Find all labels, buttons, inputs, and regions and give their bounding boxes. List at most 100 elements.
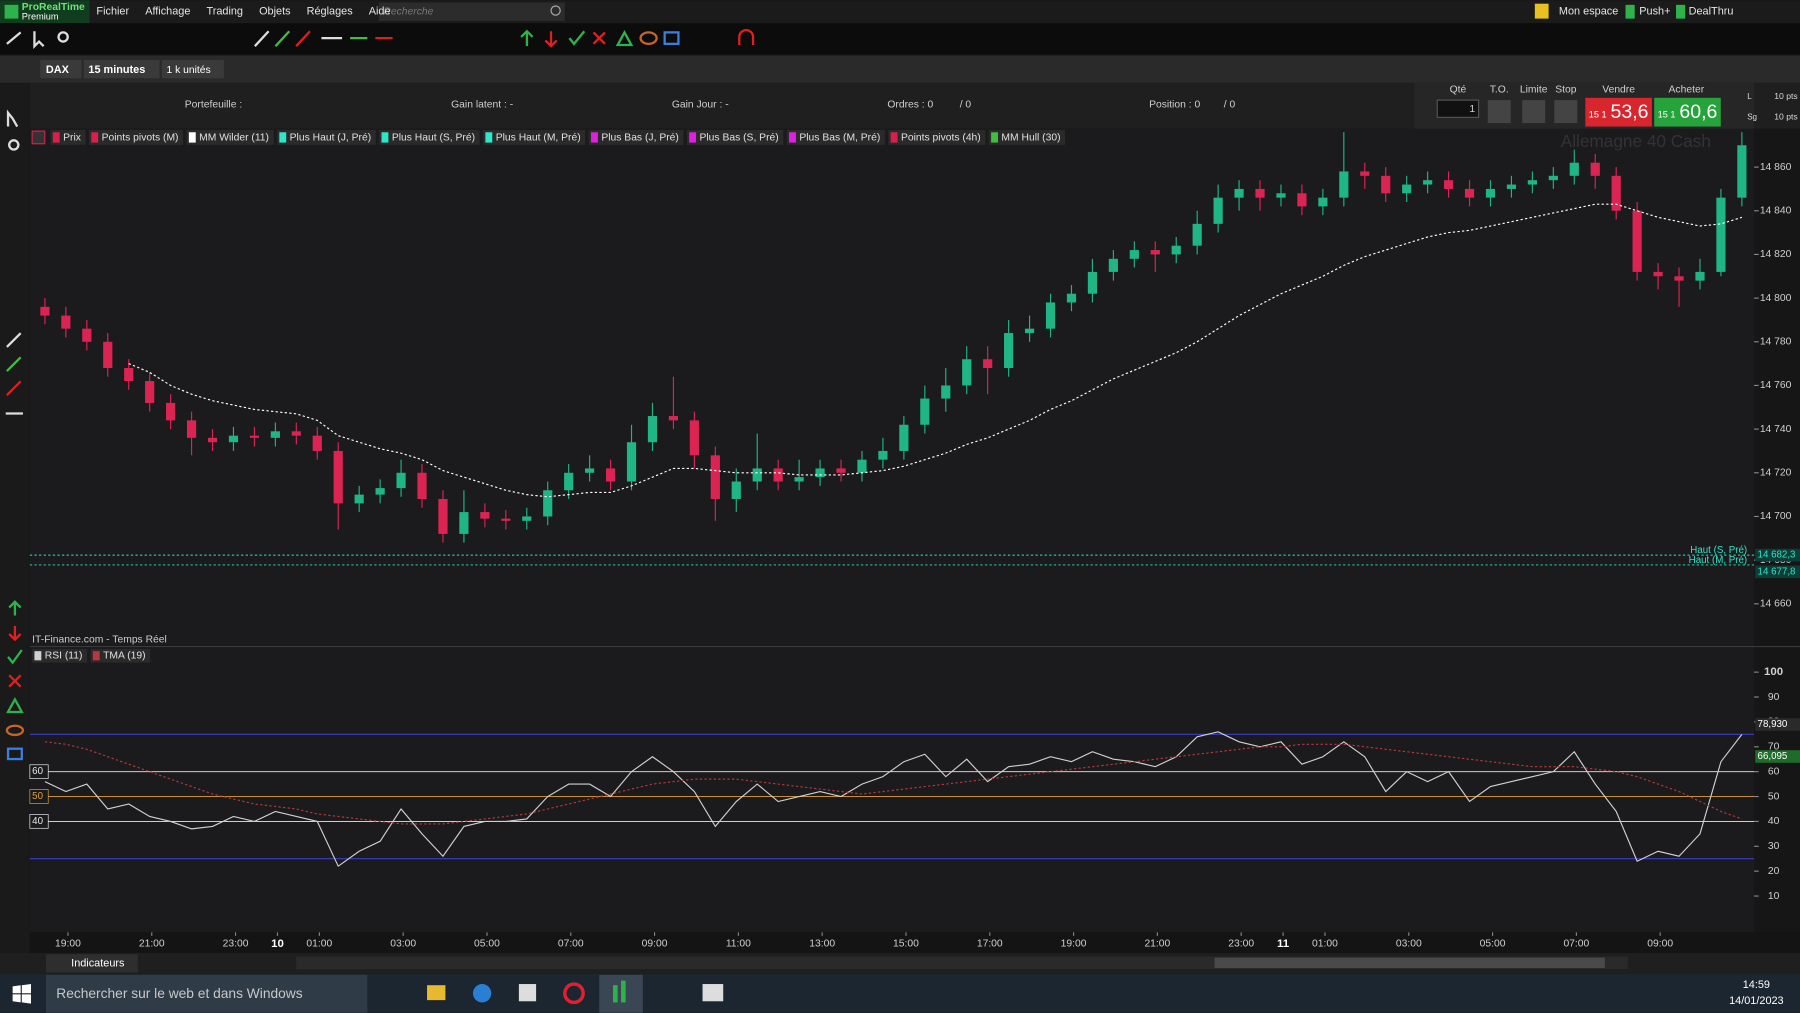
account-menu[interactable]: Mon espace	[1559, 6, 1618, 18]
magnet-icon[interactable]	[738, 28, 755, 46]
legend-swatch	[789, 132, 796, 143]
sell-arrow[interactable]	[544, 31, 558, 48]
indicators-button[interactable]	[45, 954, 138, 973]
menu-item[interactable]: Aide	[369, 6, 391, 18]
tool-line-green[interactable]	[6, 356, 22, 372]
tool-buy[interactable]	[8, 600, 22, 616]
qty-input[interactable]	[1436, 99, 1480, 118]
tool-pointer[interactable]	[6, 109, 19, 128]
legend-item[interactable]	[588, 129, 684, 145]
x-tick-label: 03:00	[1396, 939, 1422, 950]
legend-swatch	[991, 132, 998, 143]
timeframe-select[interactable]	[83, 59, 160, 79]
pointer-icon[interactable]	[33, 31, 45, 49]
photos-icon[interactable]	[702, 984, 724, 1002]
tool-cross[interactable]	[8, 674, 22, 688]
tool-triangle[interactable]	[6, 696, 24, 714]
legend-item[interactable]	[888, 129, 986, 145]
legend-item[interactable]	[32, 648, 88, 663]
legend-item[interactable]	[186, 129, 274, 145]
level-label: 60	[32, 766, 43, 777]
tool-check[interactable]	[7, 649, 23, 665]
tool-ellipse[interactable]	[5, 724, 25, 737]
logo[interactable]	[0, 0, 90, 24]
explorer-icon[interactable]	[427, 985, 446, 1001]
buy-button[interactable]	[1654, 97, 1721, 127]
position-total: / 0	[1224, 99, 1236, 110]
x-tick-label: 23:00	[1228, 939, 1254, 950]
candle-body	[1192, 223, 1202, 246]
moving-average	[128, 203, 1743, 498]
sell-button[interactable]	[1585, 97, 1652, 127]
legend-button[interactable]	[31, 130, 46, 145]
legend-label: Plus Haut (M, Pré)	[496, 133, 581, 144]
rect-icon[interactable]	[663, 31, 680, 46]
time-axis	[29, 932, 1800, 954]
pts-l: 10 pts	[1774, 91, 1797, 101]
legend-item[interactable]	[277, 129, 376, 145]
candle-body	[815, 468, 825, 478]
tool-line-red[interactable]	[6, 380, 22, 396]
triangle-icon[interactable]	[615, 29, 634, 47]
legend-item[interactable]	[90, 648, 151, 663]
cross-icon[interactable]	[592, 31, 606, 45]
toolbar-icons	[6, 28, 755, 49]
candle-body	[207, 437, 218, 443]
units-select[interactable]	[161, 59, 224, 79]
account-menu[interactable]: Push+	[1639, 6, 1670, 18]
last-value-box	[1755, 718, 1800, 731]
tool-zoom[interactable]	[8, 139, 20, 151]
line-tool[interactable]	[254, 30, 270, 47]
taskbar-search[interactable]	[45, 974, 368, 1013]
data-source: IT-Finance.com - Temps Réel	[32, 634, 167, 645]
legend-item[interactable]	[686, 129, 784, 145]
tool-line[interactable]	[6, 332, 22, 348]
sell-label: Vendre	[1602, 85, 1635, 96]
menu-item[interactable]: Fichier	[96, 6, 129, 18]
instrument-select[interactable]	[40, 59, 82, 79]
legend-item[interactable]	[88, 129, 184, 145]
candle-body	[61, 315, 71, 329]
tool-sell[interactable]	[8, 625, 22, 642]
pts-sg: 10 pts	[1774, 112, 1797, 122]
menu-item[interactable]: Trading	[206, 6, 243, 18]
to-button[interactable]	[1487, 100, 1511, 124]
menu-item[interactable]: Réglages	[307, 6, 354, 18]
orders: Ordres : 0	[887, 99, 933, 110]
account-menu[interactable]: DealThru	[1689, 6, 1734, 18]
draw-icon[interactable]	[6, 31, 22, 45]
check-icon[interactable]	[568, 30, 586, 46]
tool-rect[interactable]	[6, 747, 23, 761]
line-tool-green[interactable]	[274, 30, 291, 47]
limit-button[interactable]	[1522, 100, 1546, 124]
candle-body	[1213, 197, 1223, 224]
opera-icon[interactable]	[563, 982, 585, 1005]
start-button[interactable]	[12, 984, 31, 1004]
candle-body	[1695, 271, 1705, 281]
legend-item[interactable]	[379, 129, 480, 145]
candle-body	[773, 468, 783, 482]
edge-icon[interactable]	[472, 984, 492, 1003]
line-tool-red[interactable]	[295, 30, 311, 47]
push-icon	[1625, 4, 1635, 19]
search-icon[interactable]	[550, 5, 561, 16]
menu-item[interactable]: Affichage	[145, 6, 190, 18]
legend-item[interactable]	[483, 129, 586, 145]
x-tick-label: 21:00	[1144, 939, 1170, 950]
menu-item[interactable]: Objets	[259, 6, 291, 18]
zoom-icon[interactable]	[57, 31, 69, 43]
x-tick-label: 11:00	[726, 939, 751, 950]
ellipse-icon[interactable]	[639, 31, 658, 46]
legend-item[interactable]	[988, 129, 1066, 145]
scrollbar-thumb[interactable]	[1214, 957, 1605, 968]
legend-item[interactable]	[786, 129, 885, 145]
candle-body	[1506, 184, 1517, 189]
buy-arrow[interactable]	[520, 29, 534, 47]
level-label-box	[29, 789, 49, 804]
y-tick-label: 14 760	[1760, 380, 1792, 391]
candle-body	[605, 468, 616, 482]
search-box[interactable]	[378, 2, 565, 21]
store-icon[interactable]	[518, 984, 537, 1002]
legend-label: MM Hull (30)	[1001, 133, 1060, 144]
stop-button[interactable]	[1554, 100, 1578, 124]
